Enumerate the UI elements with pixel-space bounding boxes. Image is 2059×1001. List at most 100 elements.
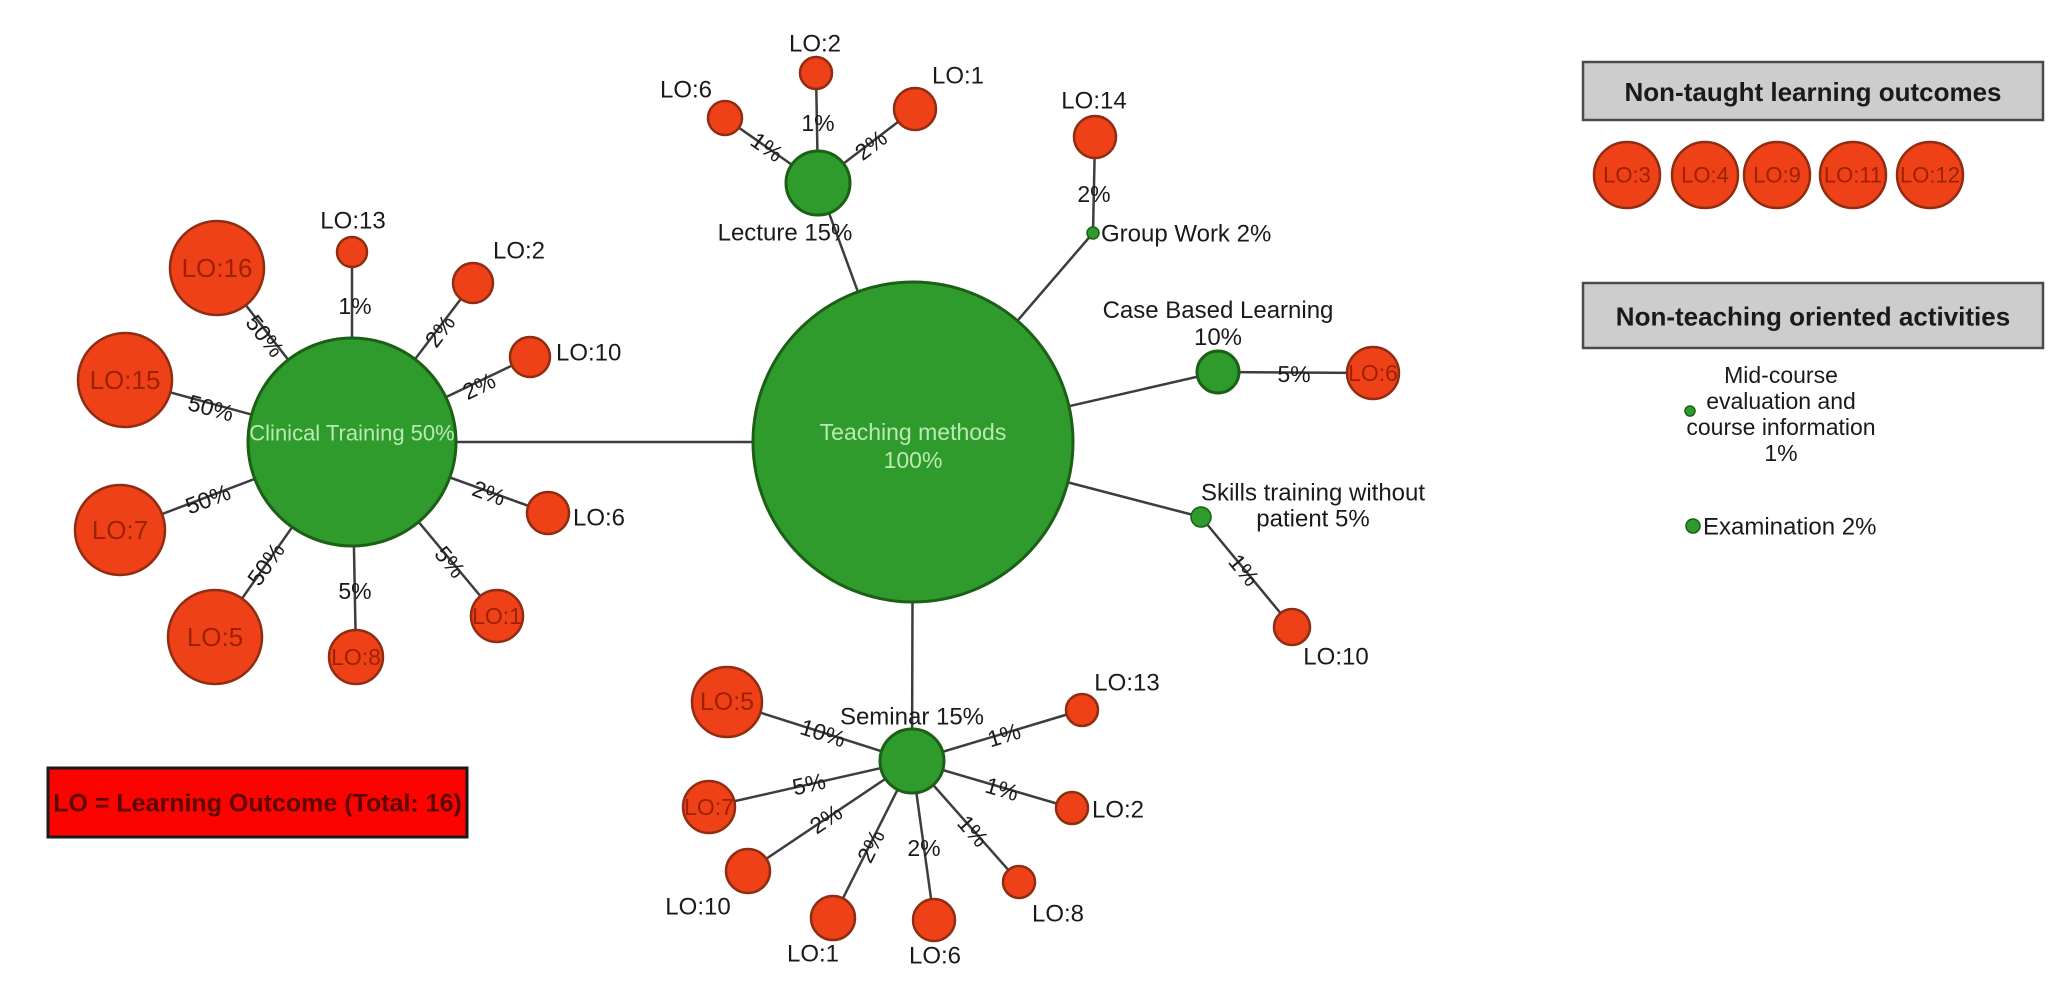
node-label-ct-lo8: LO:8 bbox=[331, 644, 381, 670]
node-examination bbox=[1685, 518, 1701, 534]
edge-percent-label-clinical-training-ct-lo6: 2% bbox=[469, 475, 509, 511]
edge-percent-label-seminar-sem-lo10: 2% bbox=[805, 799, 847, 839]
node-label-sem-lo1: LO:1 bbox=[787, 941, 839, 968]
node-label-clinical-training: Clinical Training 50% bbox=[249, 421, 454, 446]
node-nt-lo3 bbox=[1592, 140, 1662, 210]
node-sem-lo6 bbox=[911, 897, 957, 943]
node-lec-lo1 bbox=[892, 86, 938, 132]
node-label-lec-lo6: LO:6 bbox=[660, 77, 712, 104]
node-sem-lo10 bbox=[724, 847, 772, 895]
panels-layer bbox=[46, 60, 2045, 839]
node-label-nt-lo9: LO:9 bbox=[1753, 163, 1801, 188]
nodes-layer bbox=[73, 55, 1965, 943]
edge-percent-label-seminar-sem-lo6: 2% bbox=[907, 835, 940, 861]
node-label-midcourse-line3: course information bbox=[1686, 414, 1875, 440]
node-skills-training bbox=[1190, 506, 1212, 528]
node-label-lec-lo1: LO:1 bbox=[932, 63, 984, 90]
node-nt-lo11 bbox=[1818, 140, 1888, 210]
node-clinical-training bbox=[246, 336, 458, 548]
node-case-based-learning bbox=[1195, 349, 1241, 395]
edge-percent-label-case-based-learning-cbl-lo6: 5% bbox=[1277, 361, 1310, 387]
panel-title-non-taught: Non-taught learning outcomes bbox=[1625, 77, 2002, 107]
edge-skills-training-st-lo10 bbox=[1200, 516, 1293, 628]
panel-non-teaching bbox=[1581, 281, 2045, 350]
node-label-skills-training-line2: patient 5% bbox=[1256, 506, 1369, 533]
node-label-teaching-methods-line1: Teaching methods bbox=[820, 419, 1007, 445]
node-lecture bbox=[784, 149, 852, 217]
node-sem-lo5 bbox=[690, 665, 764, 739]
edge-percent-label-seminar-sem-lo2: 1% bbox=[982, 772, 1021, 806]
node-label-case-based-learning-line2: 10% bbox=[1194, 324, 1242, 351]
node-label-lec-lo2: LO:2 bbox=[789, 31, 841, 58]
node-label-sem-lo7: LO:7 bbox=[684, 794, 734, 820]
node-lec-lo6 bbox=[706, 99, 744, 137]
node-label-ct-lo15: LO:15 bbox=[90, 365, 161, 395]
legend-box bbox=[46, 766, 469, 839]
edge-percent-label-seminar-sem-lo1: 2% bbox=[852, 825, 890, 866]
node-label-sem-lo5: LO:5 bbox=[700, 688, 754, 716]
node-label-seminar: Seminar 15% bbox=[840, 704, 984, 731]
node-ct-lo2 bbox=[451, 261, 495, 305]
node-label-sem-lo8: LO:8 bbox=[1032, 901, 1084, 928]
node-label-ct-lo1: LO:1 bbox=[472, 603, 522, 629]
edge-percent-label-lecture-lec-lo2: 1% bbox=[801, 110, 834, 136]
node-label-midcourse-line4: 1% bbox=[1764, 440, 1797, 466]
node-ct-lo15 bbox=[76, 331, 174, 429]
node-lec-lo2 bbox=[798, 55, 834, 91]
node-label-sem-lo13: LO:13 bbox=[1094, 670, 1159, 697]
node-label-sem-lo10: LO:10 bbox=[665, 894, 730, 921]
node-label-nt-lo3: LO:3 bbox=[1603, 163, 1651, 188]
node-label-midcourse-line2: evaluation and bbox=[1706, 388, 1856, 414]
node-label-ct-lo16: LO:16 bbox=[182, 253, 253, 283]
node-label-ct-lo2: LO:2 bbox=[493, 238, 545, 265]
edge-percent-label-clinical-training-ct-lo5: 50% bbox=[242, 538, 290, 591]
node-label-group-work: Group Work 2% bbox=[1101, 221, 1271, 248]
node-label-skills-training-line1: Skills training without bbox=[1201, 480, 1425, 507]
edge-percent-label-gw-lo14-group-work: 2% bbox=[1077, 181, 1110, 207]
node-ct-lo8 bbox=[327, 628, 385, 686]
node-label-nt-lo11: LO:11 bbox=[1824, 163, 1882, 188]
node-label-sem-lo6: LO:6 bbox=[909, 943, 961, 970]
panel-non-taught bbox=[1581, 60, 2045, 122]
node-label-sem-lo2: LO:2 bbox=[1092, 797, 1144, 824]
node-ct-lo16 bbox=[168, 219, 266, 317]
node-ct-lo6 bbox=[525, 490, 571, 536]
node-ct-lo10 bbox=[508, 335, 552, 379]
node-label-examination: Examination 2% bbox=[1703, 514, 1876, 541]
node-label-teaching-methods-line2: 100% bbox=[884, 447, 943, 473]
node-sem-lo1 bbox=[809, 894, 857, 942]
node-label-lecture: Lecture 15% bbox=[718, 220, 853, 247]
node-label-ct-lo13: LO:13 bbox=[320, 208, 385, 235]
legend-text: LO = Learning Outcome (Total: 16) bbox=[53, 790, 462, 818]
node-ct-lo7 bbox=[73, 483, 167, 577]
node-label-gw-lo14: LO:14 bbox=[1061, 88, 1126, 115]
edge-percent-label-clinical-training-ct-lo13: 1% bbox=[338, 293, 371, 319]
edge-percent-label-clinical-training-ct-lo15: 50% bbox=[185, 389, 236, 426]
edge-percent-label-clinical-training-ct-lo16: 50% bbox=[241, 310, 290, 362]
node-nt-lo9 bbox=[1742, 140, 1812, 210]
node-label-cbl-lo6: LO:6 bbox=[1348, 360, 1398, 386]
node-label-ct-lo6: LO:6 bbox=[573, 505, 625, 532]
edge-percent-label-seminar-sem-lo13: 1% bbox=[984, 718, 1023, 752]
node-label-st-lo10: LO:10 bbox=[1303, 644, 1368, 671]
node-label-nt-lo12: LO:12 bbox=[1900, 163, 1960, 188]
node-teaching-methods bbox=[751, 280, 1075, 604]
node-seminar bbox=[878, 727, 946, 795]
node-midcourse bbox=[1684, 405, 1696, 417]
panel-title-non-teaching: Non-teaching oriented activities bbox=[1616, 302, 2010, 332]
node-group-work bbox=[1086, 226, 1100, 240]
node-ct-lo1 bbox=[469, 588, 525, 644]
node-cbl-lo6 bbox=[1345, 345, 1401, 401]
node-st-lo10 bbox=[1272, 607, 1312, 647]
node-ct-lo5 bbox=[166, 588, 264, 686]
node-label-case-based-learning-line1: Case Based Learning bbox=[1103, 297, 1334, 324]
node-label-ct-lo10: LO:10 bbox=[556, 340, 621, 367]
node-nt-lo12 bbox=[1895, 140, 1965, 210]
edge-percent-label-lecture-lec-lo6: 1% bbox=[746, 127, 788, 167]
edge-percent-label-clinical-training-ct-lo7: 50% bbox=[182, 479, 234, 520]
node-label-ct-lo7: LO:7 bbox=[92, 515, 148, 545]
node-sem-lo13 bbox=[1064, 692, 1100, 728]
node-ct-lo13 bbox=[335, 235, 369, 269]
